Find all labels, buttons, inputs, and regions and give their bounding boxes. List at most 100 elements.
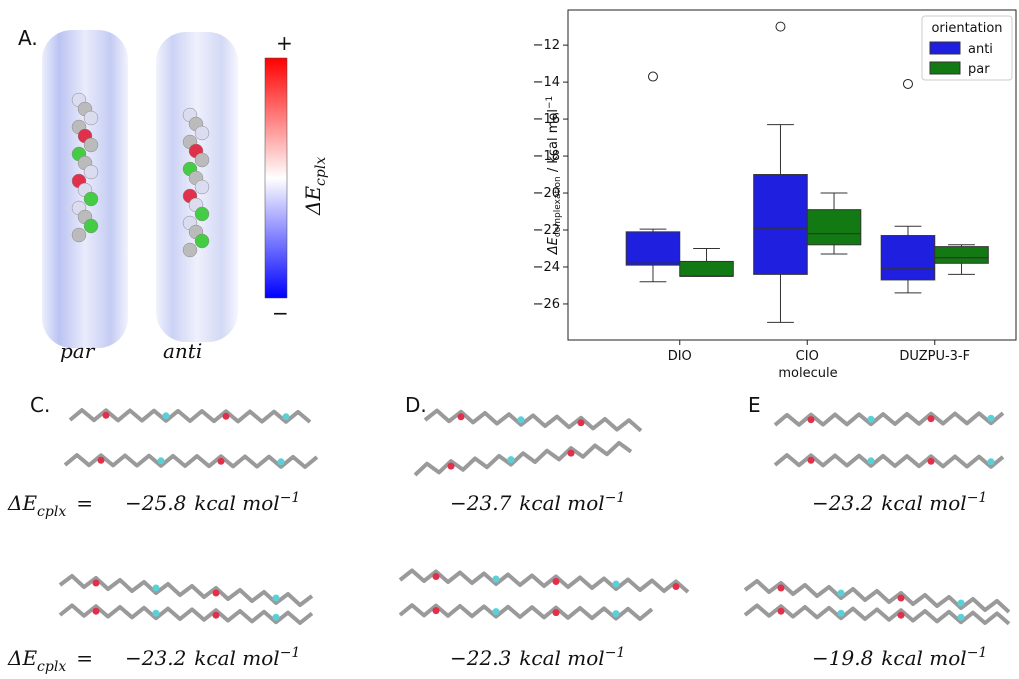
outlier: [902, 78, 913, 89]
energy-unit: kcal mol: [519, 646, 604, 670]
atom: [92, 579, 100, 587]
atom: [837, 609, 845, 617]
atom: [152, 584, 160, 592]
legend-label: par: [968, 62, 990, 77]
atom: [97, 456, 105, 464]
panel-label: A.: [18, 26, 38, 50]
unit: / kcal mol: [546, 109, 561, 176]
energy-label: −23.2 kcal mol−1: [812, 490, 987, 515]
molecule-chain: [413, 440, 633, 477]
atom: [807, 456, 815, 464]
atom: [807, 416, 815, 424]
energy-power: −1: [605, 490, 626, 506]
atom: [217, 457, 225, 465]
atom: [507, 456, 515, 464]
y-tick-label: −14: [533, 75, 560, 90]
energy-unit: kcal mol: [194, 646, 279, 670]
atom: [957, 599, 965, 607]
symbol: ΔE: [546, 236, 561, 255]
atom: [272, 594, 280, 602]
atom: [92, 607, 100, 615]
box: [679, 260, 734, 277]
atom: [194, 179, 210, 195]
orientation-name: par: [60, 339, 96, 363]
molecule-chain: [58, 574, 314, 607]
atom: [83, 137, 99, 153]
delta-label: ΔEcplx =: [7, 646, 93, 675]
atom: [162, 412, 170, 420]
atom: [194, 206, 210, 222]
delta-label: ΔEcplx =: [7, 491, 93, 520]
colorbar-plus: +: [276, 31, 293, 55]
atom: [83, 110, 99, 126]
plot-frame: [567, 9, 1017, 341]
energy-value: −23.2: [812, 491, 873, 515]
atom: [987, 458, 995, 466]
molecule-chain: [398, 603, 654, 621]
atom: [152, 609, 160, 617]
atom: [927, 457, 935, 465]
box: [753, 174, 808, 275]
box: [806, 209, 862, 246]
colorbar-label: ΔEcplx: [301, 157, 329, 216]
atom: [577, 419, 585, 427]
y-tick-label: −16: [533, 112, 560, 127]
energy-unit: kcal mol: [519, 491, 604, 515]
symbol: ΔE: [7, 491, 37, 515]
atom: [492, 608, 500, 616]
atom: [447, 462, 455, 470]
atom: [777, 607, 785, 615]
subscript: cplx: [37, 659, 66, 675]
superscript: −1: [545, 96, 555, 109]
molecule-chain: [743, 603, 1011, 626]
outlier: [775, 21, 786, 32]
y-tick-label: −12: [533, 38, 560, 53]
y-tick-label: −18: [533, 149, 560, 164]
atom: [432, 573, 440, 580]
x-tick-label: CIO: [796, 349, 819, 364]
y-tick-label: −26: [533, 297, 560, 312]
energy-value: −23.7: [450, 491, 512, 515]
atom: [612, 580, 620, 588]
box: [625, 231, 681, 266]
atom: [83, 191, 99, 207]
x-tick-label: DUZPU-3-F: [899, 349, 970, 364]
atom: [867, 415, 875, 423]
atom: [987, 414, 995, 422]
molecule-chain: [423, 408, 643, 433]
energy-value: −25.8: [125, 491, 186, 515]
molecule-drawings: [58, 408, 1011, 626]
box: [934, 246, 989, 264]
panel-label: C.: [30, 393, 50, 417]
energy-power: −1: [280, 645, 301, 661]
legend-swatch: [929, 41, 961, 55]
energy-label: −19.8 kcal mol−1: [812, 645, 987, 670]
colorbar: [264, 57, 288, 299]
equals: =: [76, 646, 93, 670]
atom: [552, 578, 560, 585]
atom: [612, 610, 620, 618]
energy-value: −22.3: [450, 646, 511, 670]
atom: [83, 164, 99, 180]
symbol: ΔE: [7, 646, 37, 670]
atom: [867, 457, 875, 465]
y-tick-label: −22: [533, 223, 560, 238]
atom: [282, 413, 290, 421]
atom: [897, 594, 905, 602]
atom: [672, 583, 680, 590]
atom: [222, 412, 230, 420]
atom: [517, 416, 525, 424]
y-tick-label: −24: [533, 260, 560, 275]
molecule-chain: [773, 411, 1005, 427]
outlier: [647, 71, 658, 82]
atom: [102, 411, 110, 419]
energy-value: −19.8: [812, 646, 873, 670]
molecule-chain: [58, 603, 314, 625]
energy-label: −23.7 kcal mol−1: [450, 490, 625, 515]
energy-unit: kcal mol: [194, 491, 279, 515]
subscript: complexation: [553, 176, 563, 237]
energy-unit: kcal mol: [881, 646, 966, 670]
panel-label: D.: [405, 393, 427, 417]
